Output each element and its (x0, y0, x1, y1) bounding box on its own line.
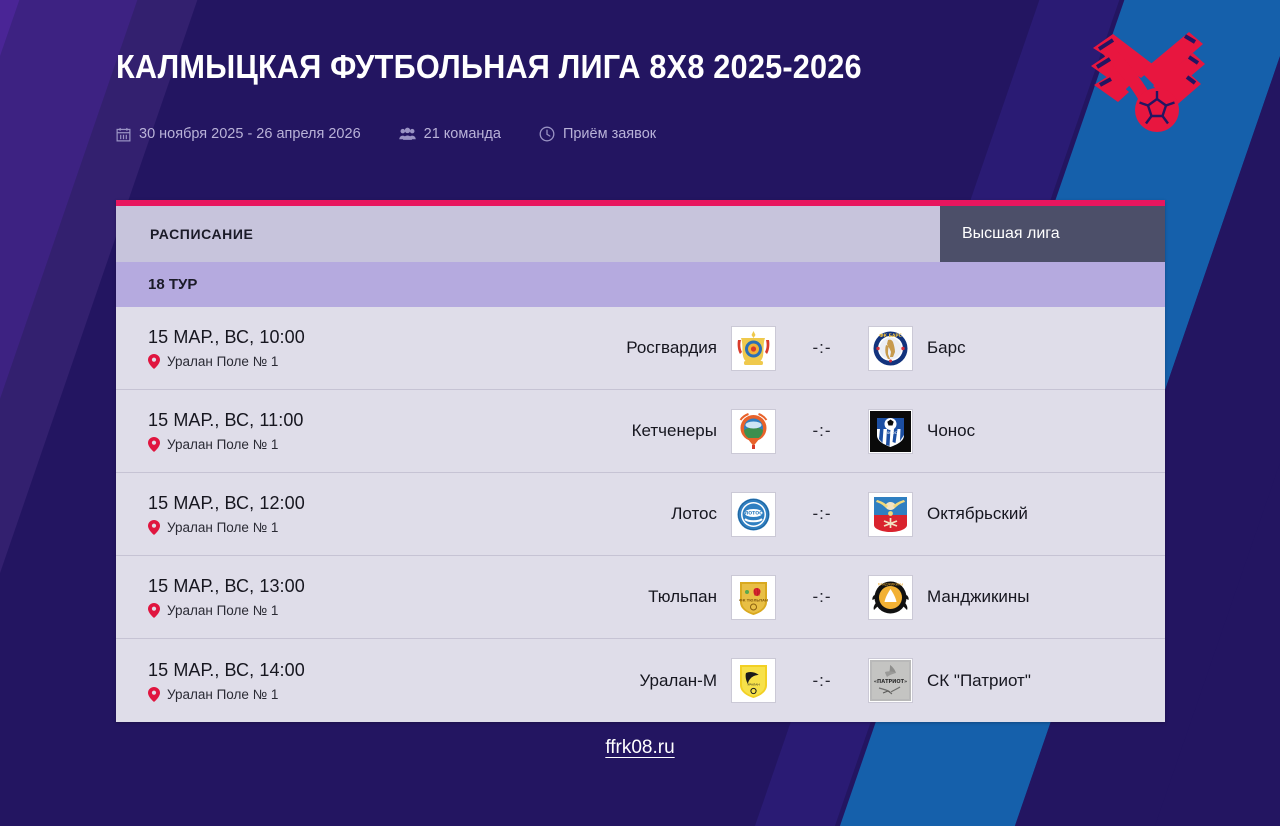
away-team-name: Октябрьский (927, 504, 1028, 523)
match-datetime: 15 МАР., ВС, 13:00 (148, 576, 305, 596)
match-row[interactable]: 15 МАР., ВС, 10:00 Уралан Поле № 1 Росгв… (116, 307, 1165, 390)
map-pin-icon (148, 354, 160, 369)
card-header: РАСПИСАНИЕ Высшая лига (116, 206, 1165, 262)
page-title: Калмыцкая футбольная лига 8х8 2025-2026 (116, 48, 862, 85)
people-icon (398, 127, 416, 141)
away-team-name: Барс (927, 338, 966, 357)
match-datetime: 15 МАР., ВС, 14:00 (148, 659, 305, 680)
match-row[interactable]: 15 МАР., ВС, 12:00 Уралан Поле № 1 Лотос (116, 473, 1165, 556)
match-row[interactable]: 15 МАР., ВС, 11:00 Уралан Поле № 1 Кетче… (116, 390, 1165, 473)
match-score: -:- (812, 421, 832, 440)
ketcheneri-crest (731, 408, 776, 454)
home-team-name: Уралан-М (639, 670, 717, 690)
svg-text:ФК ТЮЛЬПАН: ФК ТЮЛЬПАН (739, 598, 768, 602)
uralan-m-crest: УРАЛАН (731, 658, 776, 703)
match-venue-label: Уралан Поле № 1 (167, 437, 279, 452)
tournament-meta: 30 ноября 2025 - 26 апреля 2026 21 коман… (116, 126, 1280, 142)
page-header: Калмыцкая футбольная лига 8х8 2025-2026 … (0, 0, 1280, 142)
meta-status-label: Приём заявок (562, 126, 657, 142)
match-when: 15 МАР., ВС, 10:00 Уралан Поле № 1 (116, 327, 536, 369)
tab-vysshaya-liga[interactable]: Высшая лига (940, 206, 1165, 262)
match-venue-label: Уралан Поле № 1 (167, 520, 279, 535)
match-venue: Уралан Поле № 1 (148, 603, 536, 618)
match-fixture: Росгвардия (536, 325, 1165, 371)
patriot-crest: «ПАТРИОТ» (868, 658, 913, 703)
match-when: 15 МАР., ВС, 11:00 Уралан Поле № 1 (116, 410, 536, 452)
map-pin-icon (148, 686, 160, 702)
away-team-name: СК "Патриот" (927, 670, 1031, 690)
match-venue-label: Уралан Поле № 1 (167, 686, 279, 702)
map-pin-icon (148, 520, 160, 535)
bars-crest: ФК БАРС (868, 325, 913, 371)
tyulpan-crest: ФК ТЮЛЬПАН (731, 574, 776, 620)
match-venue-label: Уралан Поле № 1 (167, 354, 279, 369)
meta-teams: 21 команда (398, 126, 501, 142)
match-score: -:- (812, 670, 832, 690)
home-team-name: Кетченеры (631, 421, 717, 440)
mandzhikiny-crest: МАНДЖИКИНЫ (868, 574, 913, 620)
winged-ball-logo (1085, 22, 1210, 137)
meta-dates-label: 30 ноября 2025 - 26 апреля 2026 (139, 126, 361, 142)
home-team-name: Тюльпан (648, 587, 717, 606)
match-venue: Уралан Поле № 1 (148, 686, 536, 702)
map-pin-icon (148, 437, 160, 452)
svg-text:МАНДЖИКИНЫ: МАНДЖИКИНЫ (878, 582, 904, 586)
rosgvardia-crest (731, 325, 776, 371)
match-row[interactable]: 15 МАР., ВС, 13:00 Уралан Поле № 1 Тюльп… (116, 556, 1165, 639)
match-venue: Уралан Поле № 1 (148, 437, 536, 452)
meta-status: Приём заявок (539, 126, 656, 142)
calendar-icon (116, 127, 131, 142)
match-score: -:- (812, 338, 832, 357)
svg-text:УРАЛАН: УРАЛАН (747, 683, 759, 687)
match-row[interactable]: 15 МАР., ВС, 14:00 Уралан Поле № 1 Урала… (116, 639, 1165, 722)
away-team-name: Чонос (927, 421, 976, 440)
schedule-section-title: РАСПИСАНИЕ (116, 206, 940, 262)
match-when: 15 МАР., ВС, 14:00 Уралан Поле № 1 (116, 660, 536, 702)
match-datetime: 15 МАР., ВС, 10:00 (148, 327, 305, 347)
site-link[interactable]: ffrk08.ru (605, 737, 675, 758)
match-venue: Уралан Поле № 1 (148, 520, 536, 535)
match-venue-label: Уралан Поле № 1 (167, 603, 279, 618)
oktyabrskiy-crest (868, 491, 913, 537)
match-fixture: Лотос ЛОТОС -:- (536, 491, 1165, 537)
schedule-card: РАСПИСАНИЕ Высшая лига 18 ТУР 15 МАР., В… (116, 200, 1165, 722)
match-datetime: 15 МАР., ВС, 12:00 (148, 493, 305, 513)
match-fixture: Кетченеры -:- (536, 408, 1165, 454)
clock-icon (539, 126, 555, 142)
svg-text:ЛОТОС: ЛОТОС (744, 510, 763, 516)
match-fixture: Тюльпан ФК ТЮЛЬПАН -:- (536, 574, 1165, 620)
lotos-crest: ЛОТОС (731, 491, 776, 537)
svg-text:ФК БАРС: ФК БАРС (879, 333, 902, 339)
svg-text:Чонос: Чонос (884, 430, 898, 435)
match-datetime: 15 МАР., ВС, 11:00 (148, 410, 304, 430)
svg-text:«ПАТРИОТ»: «ПАТРИОТ» (874, 679, 907, 685)
match-fixture: Уралан-М УРАЛАН -:- (536, 658, 1165, 703)
tour-label: 18 ТУР (116, 262, 1165, 307)
page-footer: ffrk08.ru (0, 737, 1280, 759)
away-team-name: Манджикины (927, 587, 1030, 606)
match-list: 15 МАР., ВС, 10:00 Уралан Поле № 1 Росгв… (116, 307, 1165, 722)
meta-teams-label: 21 команда (423, 126, 501, 142)
home-team-name: Лотос (671, 504, 717, 523)
match-score: -:- (812, 587, 832, 606)
match-score: -:- (812, 504, 832, 523)
meta-dates: 30 ноября 2025 - 26 апреля 2026 (116, 126, 361, 142)
map-pin-icon (148, 603, 160, 618)
chonos-crest: Чонос (868, 408, 913, 454)
card-accent-bar (116, 200, 1165, 206)
match-when: 15 МАР., ВС, 13:00 Уралан Поле № 1 (116, 576, 536, 618)
home-team-name: Росгвардия (626, 338, 717, 357)
match-venue: Уралан Поле № 1 (148, 354, 536, 369)
match-when: 15 МАР., ВС, 12:00 Уралан Поле № 1 (116, 493, 536, 535)
